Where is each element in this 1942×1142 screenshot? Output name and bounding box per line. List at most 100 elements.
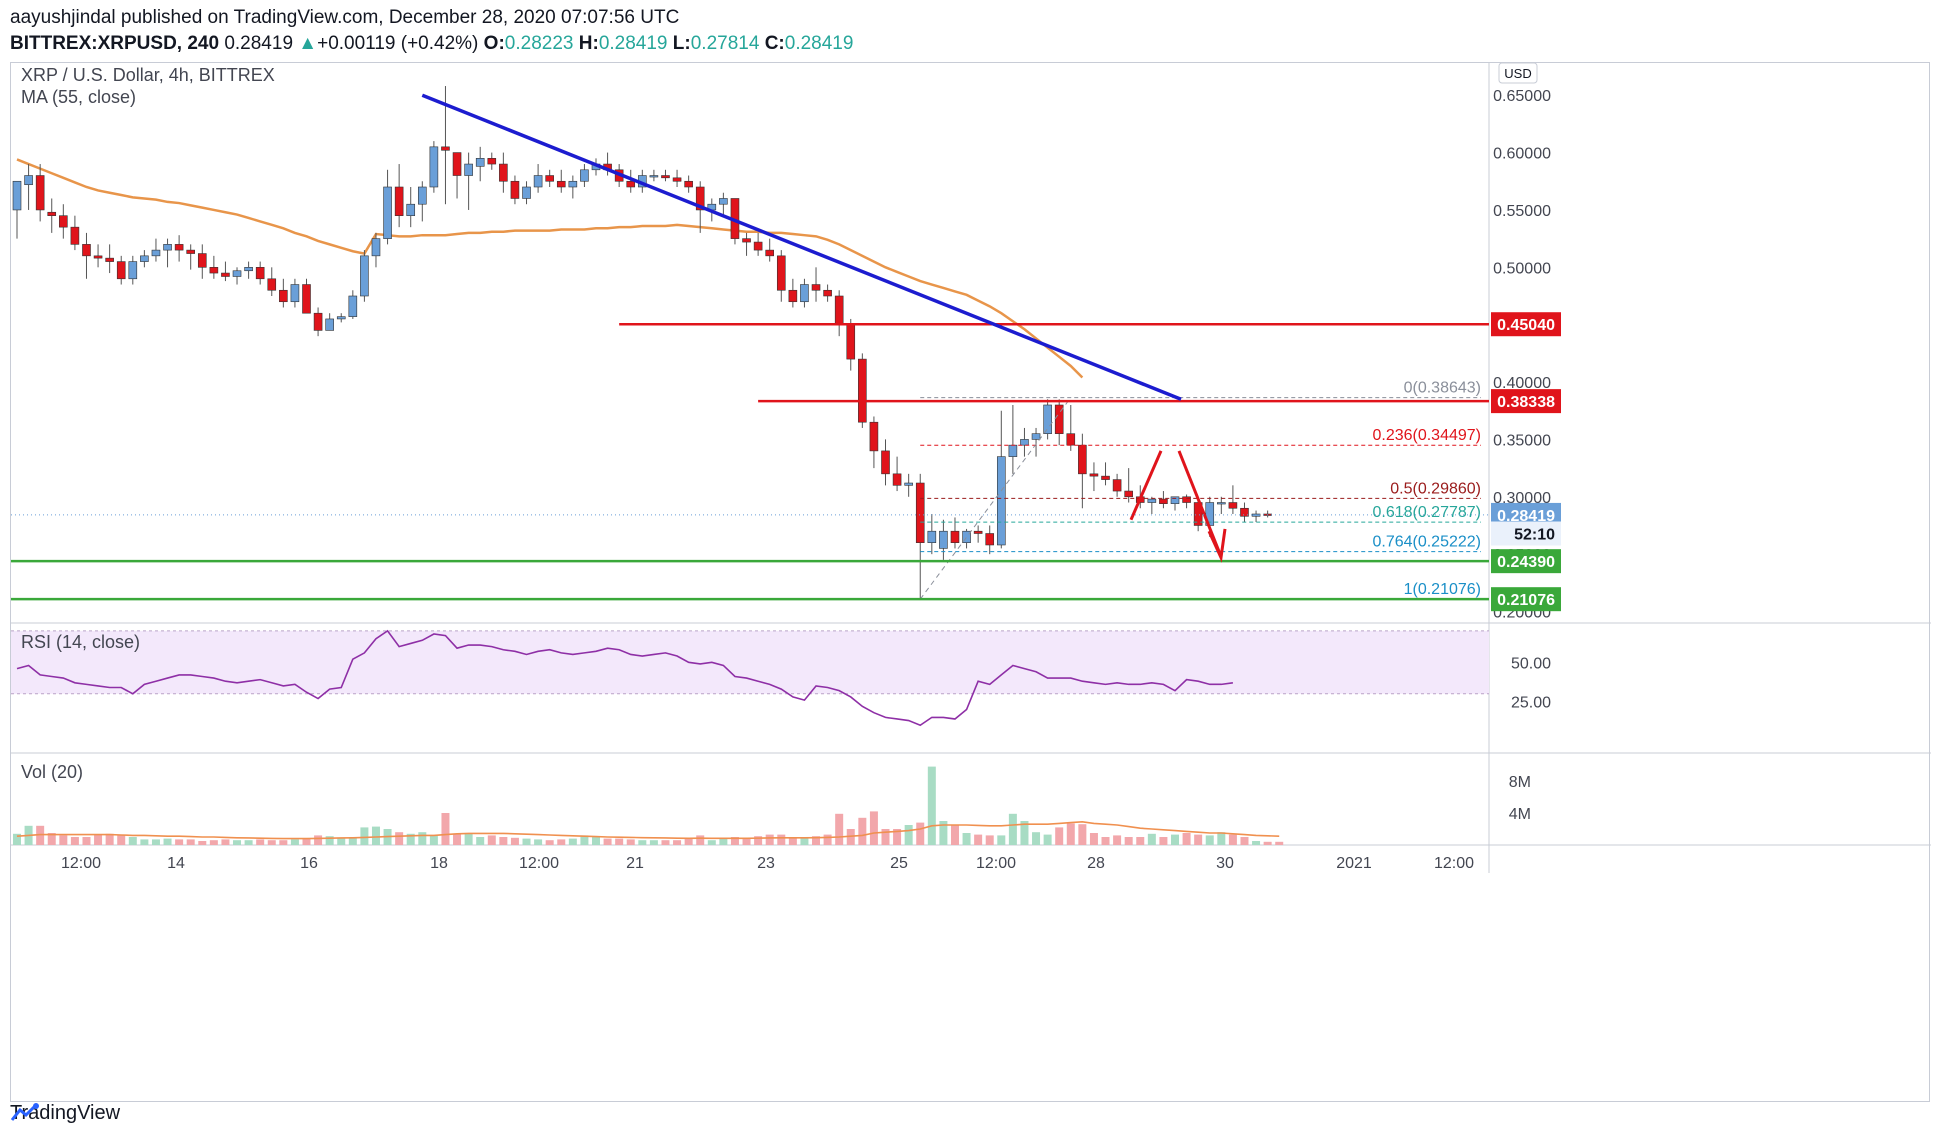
candle-body — [116, 261, 126, 280]
candle-body — [1008, 444, 1018, 457]
volume-bar — [290, 839, 299, 845]
volume-bar — [730, 837, 739, 845]
chart-panel[interactable]: XRP / U.S. Dollar, 4h, BITTREX MA (55, cl… — [10, 62, 1931, 1103]
candle-body — [1251, 513, 1261, 517]
candle-body — [325, 318, 334, 331]
volume-bar — [881, 829, 890, 845]
ma-55-line — [16, 158, 1084, 379]
candle-body — [232, 270, 242, 277]
candle-body — [765, 249, 775, 257]
candle-body — [417, 186, 427, 205]
volume-bar — [441, 813, 450, 845]
projection-up-arrow — [1129, 450, 1163, 521]
price-badge — [1491, 389, 1561, 414]
volume-bar — [638, 840, 647, 845]
vol-tick-label: 8M — [1509, 774, 1531, 791]
candle-body — [475, 158, 485, 167]
candle-body — [950, 530, 960, 543]
volume-bar — [568, 838, 577, 845]
vol-tick-label: 4M — [1509, 806, 1531, 823]
candle-body — [221, 272, 230, 277]
candle-body — [348, 295, 358, 317]
volume-bar — [927, 766, 936, 845]
candle-body — [128, 261, 138, 280]
chart-title: XRP / U.S. Dollar, 4h, BITTREX — [21, 65, 275, 85]
volume-bar — [1263, 841, 1272, 845]
candle-body — [626, 180, 636, 188]
volume-bar — [1182, 833, 1191, 845]
fib-level-label: 1(0.21076) — [1404, 581, 1481, 598]
candle-body — [371, 238, 381, 257]
volume-bar — [1275, 841, 1284, 845]
last-price: 0.28419 — [224, 33, 294, 54]
rsi-line — [16, 629, 1234, 727]
x-tick-label: 16 — [300, 855, 318, 872]
volume-bar — [198, 841, 207, 845]
candle-body — [1159, 498, 1168, 504]
volume-bar — [1205, 835, 1214, 845]
volume-bar — [777, 834, 786, 845]
candle-body — [1020, 439, 1029, 446]
rsi-band — [11, 630, 1489, 694]
volume-bar — [707, 840, 716, 845]
candle-body — [174, 244, 184, 251]
candle-body — [580, 169, 589, 182]
price-badge-label: 0.38338 — [1497, 394, 1555, 411]
x-tick-label: 12:00 — [976, 855, 1016, 872]
volume-bar — [1159, 837, 1168, 845]
volume-bar — [163, 838, 172, 845]
candle-body — [93, 255, 103, 259]
candle-body — [823, 289, 832, 297]
candle-body — [1043, 404, 1052, 434]
candle-body — [985, 533, 995, 546]
candle-body — [244, 267, 253, 272]
volume-bar — [94, 834, 103, 845]
volume-bar — [916, 822, 925, 845]
volume-bar — [256, 839, 265, 845]
volume-bar — [1008, 813, 1017, 845]
candle-body — [545, 175, 554, 182]
candle-body — [255, 267, 265, 280]
candle-body — [915, 482, 925, 543]
candle-body — [1078, 444, 1087, 475]
volume-bar — [1240, 837, 1249, 845]
volume-bar — [823, 834, 832, 845]
volume-bar — [997, 835, 1006, 845]
x-tick-label: 12:00 — [1434, 855, 1474, 872]
currency-button — [1498, 63, 1538, 84]
volume-bar — [1020, 821, 1029, 845]
currency-button-label: USD — [1504, 66, 1531, 81]
change-arrow-icon: ▲ — [298, 33, 318, 54]
volume-bar — [1032, 832, 1041, 845]
candle-body — [279, 289, 288, 303]
volume-bar — [545, 840, 554, 845]
volume-bar — [626, 839, 635, 845]
x-tick-label: 28 — [1087, 855, 1105, 872]
price-badge-label: 0.24390 — [1497, 554, 1555, 571]
candle-body — [1228, 502, 1238, 509]
candle-body — [383, 186, 392, 239]
candle-body — [846, 324, 856, 360]
volume-bar — [406, 833, 415, 845]
candle-body — [996, 456, 1006, 546]
volume-bar — [580, 835, 589, 845]
x-tick-label: 30 — [1216, 855, 1234, 872]
volume-bar — [487, 835, 496, 845]
volume-bar — [788, 837, 797, 845]
candle-body — [927, 530, 937, 543]
candle-body — [788, 289, 798, 303]
candle-body — [834, 295, 844, 325]
volume-bar — [1055, 827, 1064, 845]
high-label: H: — [578, 33, 599, 54]
volume-bar — [476, 837, 485, 845]
candle-body — [35, 175, 45, 211]
ma-legend: MA (55, close) — [21, 87, 136, 107]
candle-body — [336, 316, 346, 320]
volume-bar — [684, 837, 693, 845]
tradingview-footer: TradingView — [10, 1102, 120, 1125]
tradingview-logo-icon — [10, 1103, 39, 1121]
candle-body — [429, 146, 439, 188]
volume-bar — [233, 840, 242, 845]
candle-body — [47, 211, 57, 216]
